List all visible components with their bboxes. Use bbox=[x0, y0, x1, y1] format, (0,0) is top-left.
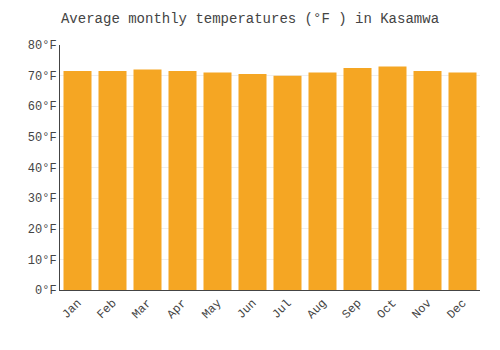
svg-text:Aug: Aug bbox=[304, 297, 329, 322]
svg-text:Apr: Apr bbox=[164, 297, 189, 322]
svg-text:20°F: 20°F bbox=[28, 223, 57, 237]
svg-text:40°F: 40°F bbox=[28, 162, 57, 176]
svg-text:Jan: Jan bbox=[59, 297, 84, 322]
svg-text:Nov: Nov bbox=[409, 297, 434, 322]
svg-text:Sep: Sep bbox=[339, 297, 364, 322]
svg-text:Dec: Dec bbox=[444, 297, 469, 322]
svg-text:Jun: Jun bbox=[234, 297, 259, 322]
svg-text:70°F: 70°F bbox=[28, 70, 57, 84]
svg-text:80°F: 80°F bbox=[28, 39, 57, 53]
svg-text:Oct: Oct bbox=[374, 297, 399, 322]
svg-text:10°F: 10°F bbox=[28, 254, 57, 268]
svg-text:Feb: Feb bbox=[94, 297, 119, 322]
svg-text:30°F: 30°F bbox=[28, 192, 57, 206]
svg-text:Mar: Mar bbox=[129, 297, 154, 322]
svg-text:0°F: 0°F bbox=[35, 284, 57, 298]
svg-text:50°F: 50°F bbox=[28, 131, 57, 145]
svg-text:May: May bbox=[199, 297, 224, 322]
svg-text:Jul: Jul bbox=[269, 297, 294, 322]
svg-text:Average monthly temperatures (: Average monthly temperatures (°F ) in Ka… bbox=[61, 11, 439, 27]
svg-text:60°F: 60°F bbox=[28, 100, 57, 114]
